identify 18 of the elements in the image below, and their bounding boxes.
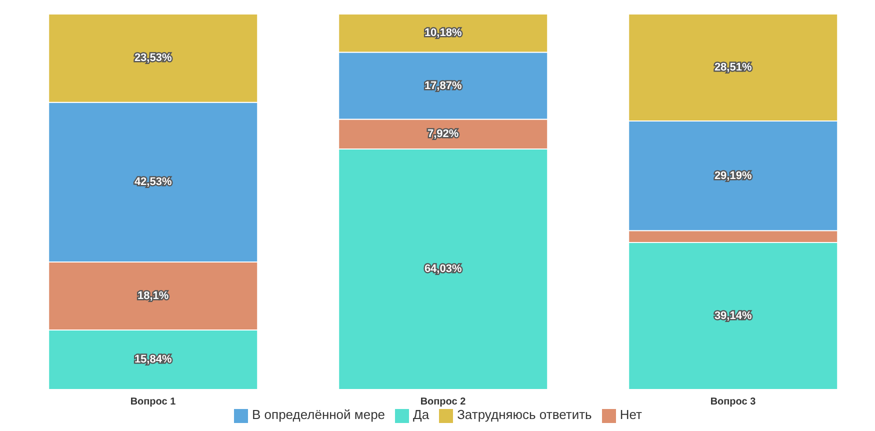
x-tick-label: Вопрос 1 bbox=[130, 396, 176, 408]
legend-label: В определённой мере bbox=[252, 407, 386, 422]
data-label: 23,53% bbox=[134, 52, 172, 64]
legend-label: Да bbox=[413, 407, 430, 422]
data-label: 18,1% bbox=[138, 290, 169, 302]
data-label: 39,14% bbox=[714, 310, 752, 322]
data-label: 7,92% bbox=[428, 128, 459, 140]
data-label: 10,18% bbox=[424, 27, 462, 40]
legend-label: Затрудняюсь ответить bbox=[457, 407, 592, 422]
data-label: 15,84% bbox=[134, 354, 172, 366]
x-tick-label: Вопрос 2 bbox=[420, 396, 466, 408]
x-tick-label: Вопрос 3 bbox=[710, 396, 756, 408]
data-label: 17,87% bbox=[424, 80, 462, 92]
legend-label: Нет bbox=[620, 407, 642, 422]
data-label: 28,51% bbox=[714, 62, 752, 74]
data-label: 42,53% bbox=[134, 176, 172, 188]
data-label: 29,19% bbox=[714, 170, 752, 182]
data-label: 64,03% bbox=[424, 263, 462, 276]
